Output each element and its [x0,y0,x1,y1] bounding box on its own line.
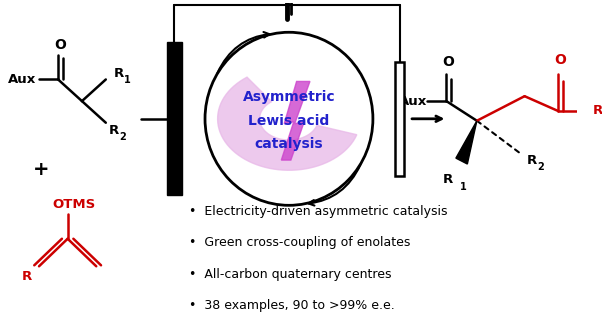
Text: Aux: Aux [8,73,36,86]
Polygon shape [456,121,477,164]
Text: O: O [54,38,66,52]
Text: •  38 examples, 90 to >99% e.e.: • 38 examples, 90 to >99% e.e. [189,299,394,312]
Text: Lewis acid: Lewis acid [249,114,329,128]
Text: R: R [527,154,537,166]
Text: R: R [593,105,602,118]
Text: 1: 1 [460,182,467,192]
Text: O: O [554,53,566,67]
Text: R: R [443,173,453,186]
Bar [395,62,405,176]
Text: R: R [22,270,32,283]
Polygon shape [281,81,310,160]
Text: Aux: Aux [399,95,427,108]
Text: 2: 2 [119,132,126,142]
Text: R: R [113,67,123,80]
Text: •  Green cross-coupling of enolates: • Green cross-coupling of enolates [189,236,410,249]
Text: +: + [33,161,49,179]
Text: R: R [109,124,119,137]
Text: 2: 2 [537,162,544,172]
Text: O: O [442,55,454,69]
Text: •  Electricity-driven asymmetric catalysis: • Electricity-driven asymmetric catalysi… [189,205,447,218]
Text: 1: 1 [124,75,131,85]
Text: catalysis: catalysis [255,137,323,151]
Text: Asymmetric: Asymmetric [243,90,335,104]
Text: •  All-carbon quaternary centres: • All-carbon quaternary centres [189,268,391,281]
Bar [167,42,182,196]
Text: OTMS: OTMS [53,198,96,211]
Polygon shape [217,77,357,170]
